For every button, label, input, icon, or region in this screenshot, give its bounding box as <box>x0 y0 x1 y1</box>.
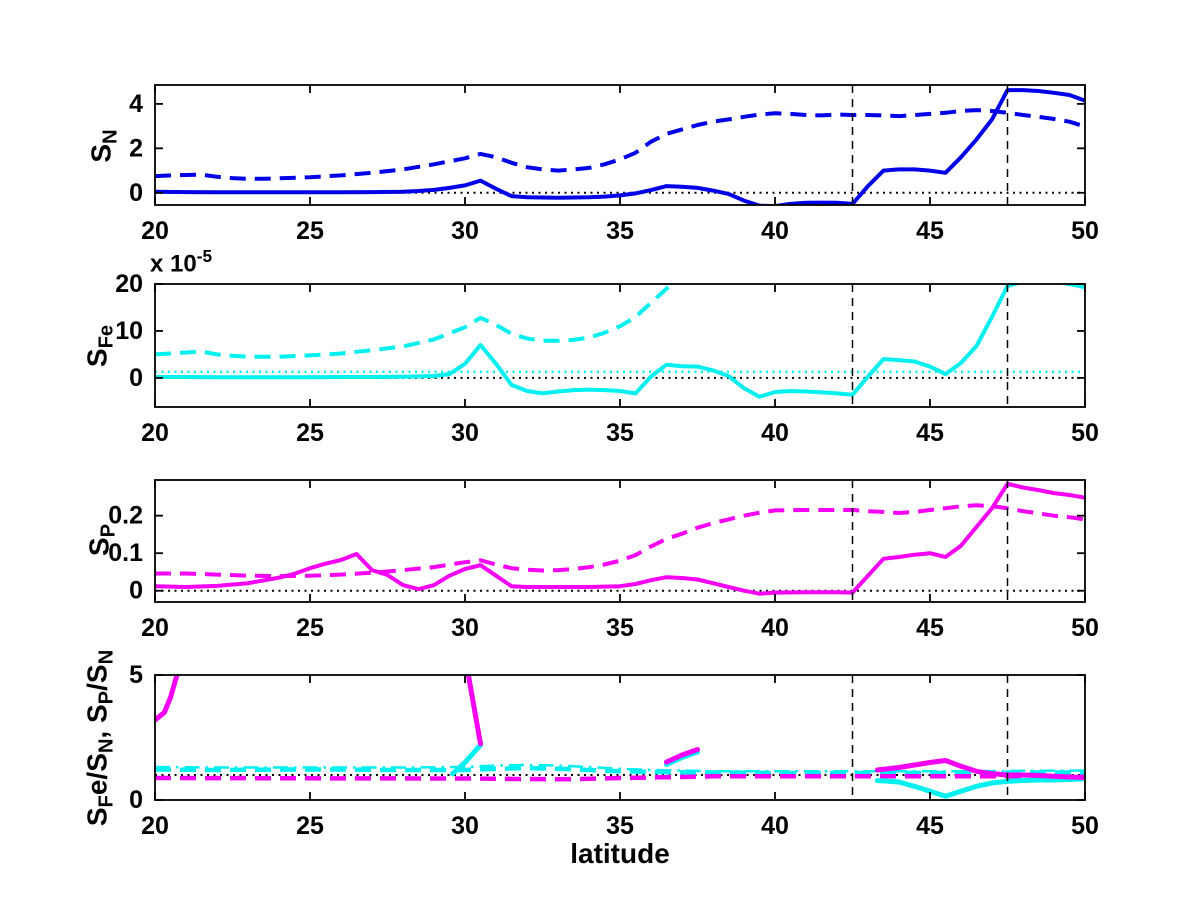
x-tick-label: 50 <box>1071 217 1099 245</box>
x-tick-label: 35 <box>606 812 634 840</box>
x-tick-label: 45 <box>916 419 944 447</box>
series-sn-solid <box>155 88 1085 205</box>
x-tick-label: 20 <box>141 419 169 447</box>
x-tick-label: 40 <box>761 217 789 245</box>
series-sp-solid <box>155 481 1085 596</box>
x-tick-label: 45 <box>916 217 944 245</box>
x-tick-label: 25 <box>296 614 324 642</box>
y-tick-label: 0 <box>129 786 143 814</box>
ylabel-s-p: SP <box>83 523 120 557</box>
y-tick-label: 4 <box>129 90 143 118</box>
series-ratio-magenta-solid-seg3 <box>664 747 700 765</box>
subplot-0: 20 25 30 35 40 45 50 0 2 4 <box>129 84 1099 245</box>
x-tick-label: 40 <box>761 812 789 840</box>
x-tick-label: 50 <box>1071 812 1099 840</box>
series-ratio-magenta-solid-seg4 <box>874 758 1085 780</box>
y-tick-label: 0.2 <box>108 502 143 530</box>
x-tick-label: 25 <box>296 217 324 245</box>
axes-box <box>154 479 1086 603</box>
x-tick-label: 20 <box>141 217 169 245</box>
y-tick-label: 2 <box>129 134 143 162</box>
x-tick-label: 35 <box>606 614 634 642</box>
subplot-1: 20 25 30 35 40 45 50 0 10 20 <box>115 270 1099 447</box>
x-tick-label: 40 <box>761 419 789 447</box>
series-ratio-magenta-solid-seg1 <box>155 675 180 723</box>
series-ratio-cyan-solid-seg1 <box>450 742 483 777</box>
axes-box <box>154 283 1086 408</box>
subplot-2: 20 25 30 35 40 45 50 0 0.1 0.2 <box>108 479 1099 642</box>
x-tick-label: 30 <box>451 812 479 840</box>
axes-box <box>154 674 1086 801</box>
series-sfe-dashed <box>155 284 1085 359</box>
series-sn-dashed <box>155 108 1085 181</box>
axes-box <box>154 84 1086 206</box>
x-tick-label: 30 <box>451 419 479 447</box>
y-axis-exponent-label: x 10-5 <box>150 246 213 278</box>
y-tick-label: 20 <box>115 270 143 298</box>
x-tick-label: 30 <box>451 614 479 642</box>
subplot-3: 20 25 30 35 40 45 50 0 5 <box>129 661 1099 840</box>
series-ratio-cyan-dashdot <box>155 763 1085 773</box>
y-tick-label: 5 <box>129 661 143 689</box>
y-tick-label: 0 <box>129 577 143 605</box>
ylabel-s-n: SN <box>85 129 122 163</box>
x-tick-label: 20 <box>141 614 169 642</box>
y-tick-label: 0 <box>129 364 143 392</box>
x-tick-label: 35 <box>606 217 634 245</box>
x-tick-label: 25 <box>296 419 324 447</box>
y-tick-label: 0 <box>129 179 143 207</box>
x-tick-label: 25 <box>296 812 324 840</box>
series-ratio-cyan-dashed <box>155 765 1085 776</box>
xlabel-latitude: latitude <box>570 838 670 869</box>
series-ratio-magenta-solid-seg2 <box>465 675 483 747</box>
x-tick-label: 50 <box>1071 419 1099 447</box>
ylabel-s-fe: SFe <box>81 324 118 368</box>
x-tick-label: 45 <box>916 812 944 840</box>
x-tick-label: 35 <box>606 419 634 447</box>
x-tick-label: 30 <box>451 217 479 245</box>
y-tick-label: 10 <box>115 317 143 345</box>
series-ratio-cyan-solid-seg4 <box>874 776 1085 799</box>
x-tick-label: 45 <box>916 614 944 642</box>
x-tick-label: 50 <box>1071 614 1099 642</box>
x-tick-label: 40 <box>761 614 789 642</box>
series-ratio-magenta-dashed <box>155 774 1085 782</box>
series-sfe-solid <box>155 284 1085 399</box>
series-sp-dashed <box>155 503 1085 579</box>
x-tick-label: 20 <box>141 812 169 840</box>
y-tick-label: 0.1 <box>108 539 143 567</box>
ylabel-ratios: SFe/SN, SP/SN <box>81 649 118 827</box>
